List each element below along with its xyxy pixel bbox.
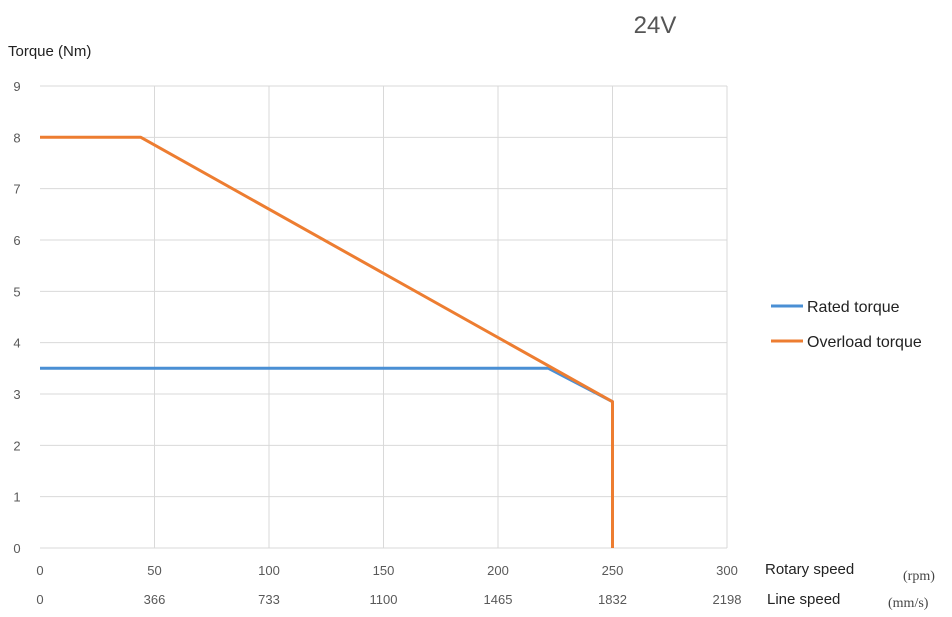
x-tick-label: 0 <box>36 563 43 578</box>
x-tick-label: 200 <box>487 563 509 578</box>
y-tick-label: 9 <box>13 79 20 94</box>
x-tick-label: 100 <box>258 563 280 578</box>
y-tick-label: 5 <box>13 284 20 299</box>
y-tick-label: 0 <box>13 541 20 556</box>
secondary-x-tick-label: 733 <box>258 592 280 607</box>
series-line <box>40 366 614 548</box>
chart-title: 24V <box>634 12 677 39</box>
series-line <box>40 135 614 548</box>
series-lines <box>40 135 614 548</box>
secondary-x-tick-label: 2198 <box>713 592 742 607</box>
y-axis-label: Torque (Nm) <box>8 43 91 60</box>
x-tick-label: 300 <box>716 563 738 578</box>
secondary-x-tick-label: 1465 <box>484 592 513 607</box>
x-tick-labels: 0 50 100 150 200 250 300 <box>36 563 737 578</box>
x-axis-unit: (rpm) <box>903 569 935 584</box>
y-tick-label: 8 <box>13 130 20 145</box>
secondary-x-tick-label: 0 <box>36 592 43 607</box>
x-tick-label: 50 <box>147 563 161 578</box>
x-axis-label: Rotary speed <box>765 561 854 578</box>
secondary-x-tick-label: 1100 <box>370 592 398 607</box>
secondary-x-tick-label: 366 <box>144 592 166 607</box>
legend-label: Rated torque <box>807 299 900 316</box>
y-tick-label: 7 <box>13 182 20 197</box>
y-tick-label: 4 <box>13 336 20 351</box>
secondary-x-tick-label: 1832 <box>598 592 627 607</box>
y-tick-label: 2 <box>13 438 20 453</box>
secondary-x-tick-labels: 0 366 733 1100 1465 1832 2198 <box>36 592 741 607</box>
secondary-x-axis-unit: (mm/s) <box>888 596 929 611</box>
grid <box>40 85 728 549</box>
y-tick-label: 3 <box>13 387 20 402</box>
x-tick-label: 150 <box>373 563 395 578</box>
secondary-x-axis-label: Line speed <box>767 591 840 608</box>
legend-label: Overload torque <box>807 334 922 351</box>
y-tick-labels: 0 1 2 3 4 5 6 7 8 9 <box>13 79 20 556</box>
legend: Rated torque Overload torque <box>771 299 922 351</box>
y-tick-label: 6 <box>13 233 20 248</box>
x-tick-label: 250 <box>602 563 624 578</box>
y-tick-label: 1 <box>13 490 20 505</box>
